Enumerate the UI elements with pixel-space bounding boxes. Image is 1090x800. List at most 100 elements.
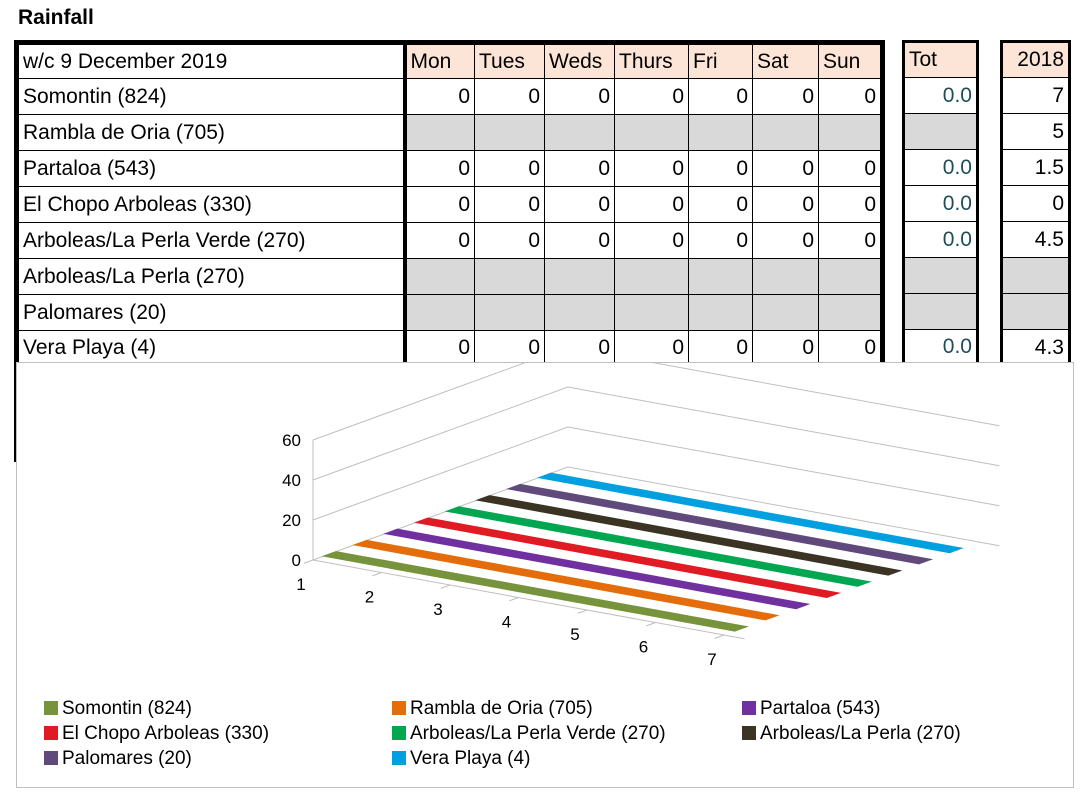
day-value <box>544 258 615 295</box>
prev-year-value: 4.3 <box>1000 329 1071 366</box>
prev-year-header-row: 2018 <box>1000 40 1071 78</box>
x-tick-mark <box>646 622 656 627</box>
legend-item: Palomares (20) <box>44 748 192 770</box>
legend-item: Arboleas/La Perla Verde (270) <box>392 723 666 745</box>
day-value <box>544 114 615 151</box>
x-tick-label: 7 <box>707 650 716 669</box>
series-ribbon <box>352 539 780 621</box>
station-name: Partaloa (543) <box>14 150 407 187</box>
table-row: Somontin (824) 0 0 0 0 0 0 0 <box>14 78 885 115</box>
table-header-row: w/c 9 December 2019 Mon Tues Weds Thurs Fri Sa… <box>14 40 885 79</box>
total-table: Tot 0.0 0.0 0.0 0.0 0.0 <box>902 40 979 367</box>
table-row: El Chopo Arboleas (330) 0 0 0 0 0 0 0 <box>14 186 885 223</box>
tot-value: 0.0 <box>902 221 979 258</box>
legend-label: Rambla de Oria (705) <box>410 698 593 719</box>
legend-item: El Chopo Arboleas (330) <box>44 723 269 745</box>
day-value: 0 <box>688 150 753 187</box>
tot-row: 0.0 <box>902 329 979 367</box>
day-value: 0 <box>404 78 475 115</box>
day-value: 0 <box>544 186 615 223</box>
day-value: 0 <box>818 186 885 223</box>
legend-swatch <box>44 701 58 715</box>
rainfall-3d-chart: 0 20 40 60 1 2 3 4 5 6 7 <box>282 363 1000 669</box>
day-value <box>614 258 689 295</box>
series-ribbon <box>413 517 842 598</box>
legend-label: El Chopo Arboleas (330) <box>62 723 270 744</box>
day-header: Sun <box>818 40 885 79</box>
x-tick-label: 5 <box>570 625 579 644</box>
day-value: 0 <box>752 150 819 187</box>
tot-value: 0.0 <box>902 185 979 222</box>
legend-label: Partaloa (543) <box>760 698 881 719</box>
day-value <box>404 114 475 151</box>
station-name: Palomares (20) <box>14 294 407 331</box>
day-value <box>752 114 819 151</box>
gridline <box>312 363 1000 441</box>
prev-year-row: 5 <box>1000 113 1071 150</box>
day-value: 0 <box>688 186 753 223</box>
day-value <box>404 294 475 331</box>
prev-year-row <box>1000 293 1071 330</box>
legend-label: Vera Playa (4) <box>410 748 531 769</box>
tot-row: 0.0 <box>902 185 979 222</box>
station-name: Arboleas/La Perla (270) <box>14 258 407 295</box>
legend-item: Partaloa (543) <box>742 698 880 720</box>
table-row: Arboleas/La Perla Verde (270) 0 0 0 0 0 0 0 <box>14 222 885 259</box>
day-value: 0 <box>474 186 545 223</box>
prev-year-value: 1.5 <box>1000 149 1071 186</box>
day-header: Sat <box>752 40 819 79</box>
prev-year-value: 0 <box>1000 185 1071 222</box>
tot-value: 0.0 <box>902 149 979 186</box>
day-value <box>752 294 819 331</box>
x-tick-mark <box>714 634 725 639</box>
x-tick-mark <box>372 572 382 577</box>
x-tick-mark <box>577 609 588 614</box>
prev-year-row: 4.5 <box>1000 221 1071 258</box>
tot-header: Tot <box>902 40 979 78</box>
tot-row <box>902 293 979 330</box>
x-tick-mark <box>440 584 451 589</box>
series-ribbon <box>383 528 811 610</box>
series-ribbon <box>321 551 749 632</box>
gridline <box>312 426 1000 521</box>
day-header: Mon <box>404 40 475 79</box>
station-name: El Chopo Arboleas (330) <box>14 186 407 223</box>
day-value <box>544 294 615 331</box>
legend-swatch <box>742 726 756 740</box>
day-value: 0 <box>614 78 689 115</box>
legend-swatch <box>392 726 406 740</box>
x-tick-label: 3 <box>433 600 442 619</box>
day-value: 0 <box>404 150 475 187</box>
day-value <box>688 294 753 331</box>
legend-swatch <box>392 701 406 715</box>
legend-label: Somontin (824) <box>62 698 192 719</box>
prev-year-value: 7 <box>1000 77 1071 114</box>
day-value <box>688 258 753 295</box>
day-value <box>614 294 689 331</box>
day-value <box>474 258 545 295</box>
y-tick-label: 20 <box>282 511 301 530</box>
legend-item: Arboleas/La Perla (270) <box>742 723 961 745</box>
legend-swatch <box>44 751 58 765</box>
day-value <box>614 114 689 151</box>
y-tick-label: 40 <box>282 471 301 490</box>
tot-row <box>902 257 979 294</box>
day-value: 0 <box>544 222 615 259</box>
day-value: 0 <box>818 222 885 259</box>
day-value: 0 <box>474 78 545 115</box>
table-row: Palomares (20) <box>14 294 885 331</box>
day-value: 0 <box>544 150 615 187</box>
x-tick-label: 6 <box>639 638 648 657</box>
tot-header-row: Tot <box>902 40 979 78</box>
prev-year-value: 4.5 <box>1000 221 1071 258</box>
day-value <box>752 258 819 295</box>
day-value <box>818 114 885 151</box>
legend-swatch <box>392 751 406 765</box>
station-name: Arboleas/La Perla Verde (270) <box>14 222 407 259</box>
x-tick-mark <box>509 597 519 602</box>
day-value: 0 <box>688 78 753 115</box>
legend-label: Arboleas/La Perla (270) <box>760 723 961 744</box>
day-header: Weds <box>544 40 615 79</box>
x-tick-label: 4 <box>502 613 511 632</box>
x-axis-line <box>312 559 745 640</box>
